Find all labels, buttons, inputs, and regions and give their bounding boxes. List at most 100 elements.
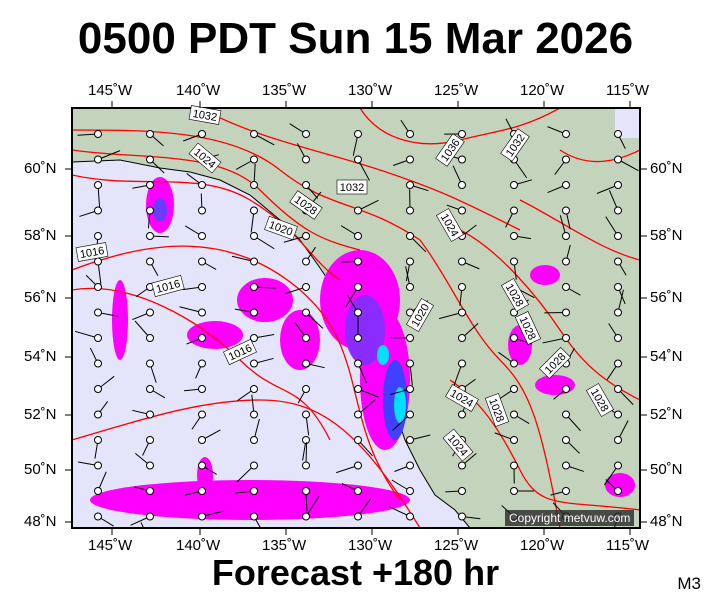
svg-text:1032: 1032 [340,182,364,194]
station-circle [302,155,310,164]
station-circle [146,461,154,470]
station-circle [354,334,362,342]
station-circle [406,512,414,521]
station-circle [562,130,570,138]
lat-tick-left: 58˚N [24,227,57,244]
station-circle [302,385,310,393]
lon-tick-top: 130˚W [348,82,393,99]
station-circle [510,206,518,215]
station-circle [406,461,414,470]
station-circle [302,359,310,368]
station-circle [406,334,414,342]
station-circle [146,487,154,495]
station-circle [250,436,258,444]
station-circle [146,512,154,521]
station-circle [250,512,258,521]
station-circle [614,155,622,164]
station-circle [250,385,258,393]
station-circle [250,410,258,419]
station-circle [354,436,362,444]
station-circle [94,410,102,419]
lon-tick-top: 120˚W [520,82,565,99]
station-circle [562,232,570,240]
copyright-notice: Copyright metvuw.com [505,510,635,526]
station-circle [146,436,154,444]
model-label: M3 [677,574,701,593]
lon-tick-bottom: 135˚W [262,537,307,554]
station-circle [406,155,414,164]
station-circle [562,206,570,215]
lat-tick-right: 54˚N [650,348,683,365]
station-circle [94,334,102,342]
station-circle [250,232,258,240]
lat-tick-left: 48˚N [24,513,57,530]
station-circle [146,334,154,342]
station-circle [458,130,466,138]
station-circle [614,410,622,419]
station-circle [354,130,362,138]
station-circle [250,359,258,368]
station-circle [407,539,414,546]
station-circle [250,283,258,291]
station-circle [354,359,362,368]
station-circle [614,181,622,189]
station-circle [562,334,570,342]
station-circle [614,206,622,215]
lon-tick-bottom: 140˚W [176,537,221,554]
station-circle [562,155,570,164]
station-circle [458,257,466,266]
station-circle [302,410,310,419]
station-circle [614,232,622,240]
station-circle [146,257,154,266]
lat-tick-right: 52˚N [650,406,683,423]
lon-tick-top: 135˚W [262,82,307,99]
lon-tick-top: 140˚W [176,82,221,99]
station-circle [406,181,414,189]
station-circle [354,461,362,470]
lat-tick-right: 60˚N [650,160,683,177]
station-circle [198,359,206,368]
station-circle [562,436,570,444]
lon-tick-bottom: 145˚W [88,537,133,554]
station-circle [354,410,362,419]
station-circle [614,308,622,317]
station-circle [354,283,362,291]
station-circle [146,359,154,368]
station-circle [458,206,466,215]
station-circle [198,257,206,266]
lat-tick-right: 56˚N [650,289,683,306]
station-circle [302,232,310,240]
lat-tick-right: 50˚N [650,461,683,478]
station-circle [458,487,466,495]
station-circle [146,181,154,189]
station-circle [354,155,362,164]
station-circle [354,257,362,266]
station-circle [302,436,310,444]
station-circle [198,334,206,342]
station-circle [406,487,414,495]
station-circle [614,487,622,495]
station-circle [510,461,518,470]
station-circle [458,334,466,342]
station-circle [458,359,466,368]
station-circle [614,283,622,291]
lon-tick-top: 125˚W [434,82,479,99]
station-circle [250,181,258,189]
station-circle [458,308,466,317]
station-circle [250,487,258,495]
map-frame [71,107,641,529]
station-circle [406,130,414,138]
station-circle [614,359,622,368]
svg-text:1032: 1032 [192,108,218,124]
station-circle [510,359,518,368]
station-circle [251,539,258,546]
station-circle [250,334,258,342]
wind-barb [140,522,145,528]
station-circle [302,283,310,291]
station-circle [146,155,154,164]
station-circle [510,232,518,240]
station-circle [354,232,362,240]
station-circle [406,206,414,215]
station-circle [94,283,102,291]
